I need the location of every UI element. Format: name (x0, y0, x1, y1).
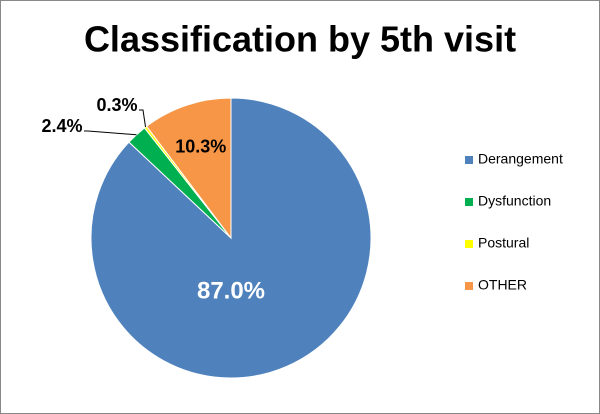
data-label: 0.3% (96, 95, 137, 115)
legend-label: Derangement (478, 151, 563, 167)
legend-label: Postural (478, 235, 529, 251)
chart-title: Classification by 5th visit (84, 19, 516, 60)
legend-swatch (465, 240, 473, 248)
leader-line (84, 130, 137, 136)
data-label: 10.3% (175, 136, 226, 156)
data-label: 87.0% (197, 277, 265, 304)
legend-swatch (465, 282, 473, 290)
legend-swatch (465, 198, 473, 206)
leader-line (139, 109, 147, 128)
data-label: 2.4% (41, 116, 82, 136)
legend-label: OTHER (478, 277, 527, 293)
legend-label: Dysfunction (478, 193, 551, 209)
legend-swatch (465, 156, 473, 164)
pie-slice (145, 97, 232, 240)
